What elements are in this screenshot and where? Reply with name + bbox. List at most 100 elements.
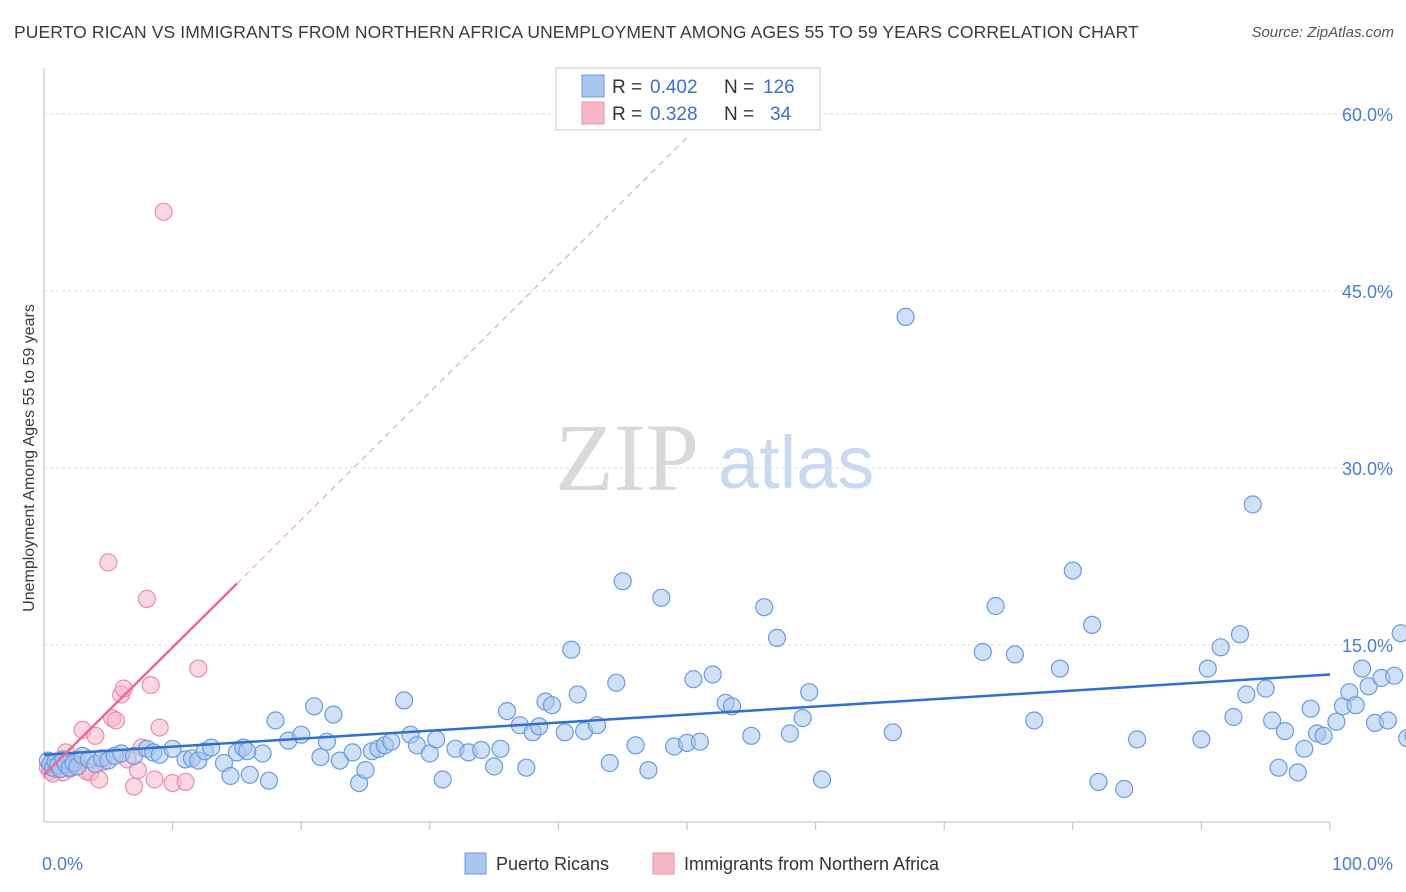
tick-labels: 15.0% 30.0% 45.0% 60.0% 0.0% 100.0% <box>42 105 1393 874</box>
blue-point-110 <box>1230 625 1250 644</box>
blue-point-76 <box>613 572 632 591</box>
blue-point-32 <box>240 765 259 784</box>
blue-point-125 <box>1346 696 1365 715</box>
x-tick-label-0: 0.0% <box>42 854 83 874</box>
blue-point-51 <box>395 691 414 710</box>
blue-point-109 <box>1224 707 1243 727</box>
blue-point-131 <box>1385 666 1404 685</box>
blue-point-117 <box>1288 763 1307 782</box>
blue-point-62 <box>497 701 517 721</box>
blue-point-112 <box>1243 495 1262 514</box>
blue-point-119 <box>1301 699 1320 718</box>
pink-trend-line <box>43 582 238 776</box>
blue-point-89 <box>767 628 787 648</box>
blue-point-97 <box>986 596 1005 616</box>
blue-trend-line <box>43 673 1331 756</box>
legend-n-value-blue: 126 <box>763 77 795 98</box>
blue-point-111 <box>1237 685 1256 704</box>
legend-n-label-blue: N = <box>724 77 754 98</box>
blue-point-92 <box>800 683 819 702</box>
pink-point-26 <box>137 589 156 609</box>
blue-point-83 <box>690 732 710 751</box>
blue-point-93 <box>812 770 832 789</box>
watermark-zip: ZIP <box>555 404 699 511</box>
blue-point-90 <box>780 724 800 743</box>
watermark: ZIP atlas <box>555 404 874 511</box>
blue-point-130 <box>1378 711 1398 730</box>
blue-point-84 <box>703 665 722 684</box>
blue-point-61 <box>491 739 510 758</box>
pink-point-33 <box>189 659 208 678</box>
legend-swatch-pink <box>581 101 605 125</box>
blue-point-42 <box>324 705 343 724</box>
blue-point-94 <box>883 723 902 742</box>
blue-point-99 <box>1025 711 1044 730</box>
legend-r-label-pink: R = <box>612 104 642 125</box>
blue-point-50 <box>382 732 401 751</box>
blue-point-34 <box>259 771 279 790</box>
blue-point-27 <box>202 738 221 757</box>
blue-point-114 <box>1262 711 1282 730</box>
y-tick-label-3: 60.0% <box>1342 105 1393 125</box>
blue-point-38 <box>292 725 311 744</box>
blue-point-60 <box>485 757 504 776</box>
pink-point-30 <box>154 202 173 221</box>
blue-point-36 <box>266 711 285 730</box>
blue-point-43 <box>330 751 349 770</box>
blue-point-79 <box>652 588 671 607</box>
blue-point-98 <box>1005 645 1025 664</box>
blue-point-66 <box>529 717 549 736</box>
y-tick-label-0: 15.0% <box>1342 636 1393 656</box>
blue-point-69 <box>555 723 574 742</box>
bottom-legend-label-pink: Immigrants from Northern Africa <box>684 854 940 874</box>
blue-point-74 <box>600 753 619 773</box>
blue-point-44 <box>343 743 362 762</box>
pink-series-points <box>38 202 208 796</box>
blue-point-122 <box>1327 712 1346 731</box>
legend-n-value-pink: 34 <box>770 104 792 125</box>
blue-point-105 <box>1127 730 1147 749</box>
blue-point-40 <box>311 747 330 767</box>
legend-r-value-blue: 0.402 <box>650 77 698 98</box>
y-tick-label-2: 45.0% <box>1342 282 1393 302</box>
blue-point-53 <box>407 736 426 755</box>
blue-point-87 <box>742 726 761 745</box>
blue-point-33 <box>253 744 272 763</box>
blue-point-46 <box>356 760 375 780</box>
source-label: Source: ZipAtlas.com <box>1251 24 1394 41</box>
pink-trend-extension <box>236 137 688 585</box>
blue-point-56 <box>433 770 452 789</box>
blue-point-35 <box>238 742 257 761</box>
blue-point-113 <box>1256 679 1275 698</box>
blue-point-77 <box>626 736 645 755</box>
chart-title: PUERTO RICAN VS IMMIGRANTS FROM NORTHERN… <box>14 22 1139 42</box>
legend-r-label-blue: R = <box>612 77 642 98</box>
grid <box>44 113 1366 830</box>
trend-lines <box>43 137 1331 776</box>
pink-point-23 <box>124 777 144 796</box>
legend-box: R = 0.402 N = 126 R = 0.328 N = 34 <box>555 67 821 131</box>
blue-point-102 <box>1082 615 1102 635</box>
blue-point-104 <box>1115 779 1134 799</box>
blue-point-64 <box>517 758 536 777</box>
y-tick-label-1: 30.0% <box>1342 459 1393 479</box>
blue-point-107 <box>1198 659 1217 678</box>
blue-point-78 <box>639 760 658 780</box>
bottom-legend-swatch-pink <box>652 852 675 875</box>
blue-point-96 <box>973 642 992 662</box>
pink-point-17 <box>99 553 118 572</box>
blue-point-127 <box>1359 677 1378 696</box>
pink-point-29 <box>150 718 169 737</box>
legend-swatch-blue <box>581 74 605 98</box>
blue-point-106 <box>1192 730 1211 749</box>
pink-point-14 <box>86 726 105 745</box>
x-tick-label-1: 100.0% <box>1332 854 1393 874</box>
blue-point-101 <box>1063 561 1082 580</box>
axes <box>43 68 1330 823</box>
blue-point-133 <box>1398 729 1406 748</box>
blue-point-82 <box>684 670 703 689</box>
pink-point-19 <box>106 711 126 730</box>
legend-n-label-pink: N = <box>724 104 754 125</box>
blue-point-121 <box>1314 726 1333 745</box>
